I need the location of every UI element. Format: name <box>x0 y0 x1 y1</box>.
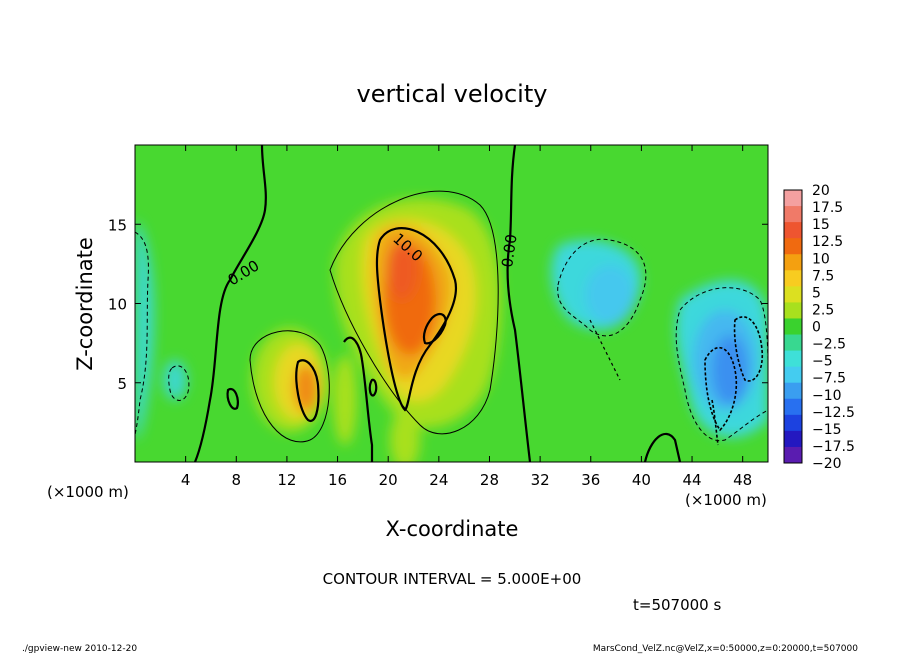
colorbar-label: 20 <box>812 183 830 199</box>
footer-right: MarsCond_VelZ.nc@VelZ,x=0:50000,z=0:2000… <box>593 644 858 654</box>
colorbar-label: 10 <box>812 251 830 267</box>
x-axis-label: X-coordinate <box>386 517 519 541</box>
x-tick-label: 32 <box>531 471 550 489</box>
colorbar-label: −20 <box>812 456 842 472</box>
colorbar-swatch <box>784 350 802 368</box>
colorbar-swatch <box>784 430 802 448</box>
colorbar-swatch <box>784 398 802 416</box>
colorbar-frame <box>783 189 803 464</box>
x-tick-label: 40 <box>632 471 651 489</box>
colorbar-swatch <box>784 254 802 271</box>
x-tick-label: 4 <box>181 471 191 489</box>
colorbar-label: 2.5 <box>812 302 834 318</box>
x-unit-right: (×1000 m) <box>685 491 767 509</box>
y-tick-label: 5 <box>117 375 127 393</box>
footer-left: ./gpview-new 2010-12-20 <box>22 644 137 654</box>
x-tick-label: 28 <box>480 471 499 489</box>
colorbar-label: 15 <box>812 217 830 233</box>
colorbar-swatch <box>784 206 802 223</box>
colorbar-swatch <box>784 414 802 432</box>
colorbar-label: 0 <box>812 320 821 336</box>
plot-area: 0.00 10.0 0.00 <box>135 145 768 462</box>
colorbar-swatch <box>784 190 802 207</box>
time-text: t=507000 s <box>633 596 721 614</box>
y-axis-label: Z-coordinate <box>73 237 97 371</box>
chart-title: vertical velocity <box>357 80 548 108</box>
colorbar-swatch <box>784 318 802 336</box>
colorbar-label: −12.5 <box>812 405 855 421</box>
colorbar-label: −2.5 <box>812 337 846 353</box>
colorbar-label: 12.5 <box>812 234 843 250</box>
x-tick-label: 44 <box>682 471 701 489</box>
x-tick-label: 48 <box>733 471 752 489</box>
x-tick-label: 16 <box>328 471 347 489</box>
colorbar-label: −15 <box>812 422 842 438</box>
colorbar-label: 17.5 <box>812 200 843 216</box>
colorbar-swatch <box>784 446 802 464</box>
colorbar-label: −17.5 <box>812 439 855 455</box>
colorbar-swatch <box>784 382 802 400</box>
y-tick-label: 15 <box>108 216 127 234</box>
negative-velocity-regions <box>135 220 768 440</box>
y-axis: 5 10 15 <box>108 216 768 393</box>
colorbar-swatch <box>784 366 802 384</box>
colorbar-swatch <box>784 334 802 352</box>
colorbar-swatch <box>784 270 802 287</box>
y-tick-label: 10 <box>108 296 127 314</box>
colorbar-swatch <box>784 286 802 303</box>
colorbar-label: −5 <box>812 354 833 370</box>
x-unit-left: (×1000 m) <box>47 483 129 501</box>
colorbar-label: 7.5 <box>812 268 834 284</box>
x-tick-label: 24 <box>429 471 448 489</box>
x-tick-label: 20 <box>379 471 398 489</box>
x-tick-label: 8 <box>232 471 242 489</box>
contour-label-2: 0.00 <box>498 233 520 269</box>
contour-interval-text: CONTOUR INTERVAL = 5.000E+00 <box>323 570 582 588</box>
colorbar-swatch <box>784 222 802 239</box>
x-tick-label: 36 <box>581 471 600 489</box>
colorbar-label: −7.5 <box>812 371 846 387</box>
contour-lines <box>135 145 768 462</box>
positive-velocity-regions <box>252 198 502 462</box>
colorbar-label: 5 <box>812 285 821 301</box>
x-tick-label: 12 <box>277 471 296 489</box>
x-axis: 4 8 12 16 20 24 28 32 36 40 44 48 <box>181 145 752 489</box>
colorbar-swatch <box>784 238 802 255</box>
colorbar-label: −10 <box>812 388 842 404</box>
colorbar-swatch <box>784 302 802 319</box>
